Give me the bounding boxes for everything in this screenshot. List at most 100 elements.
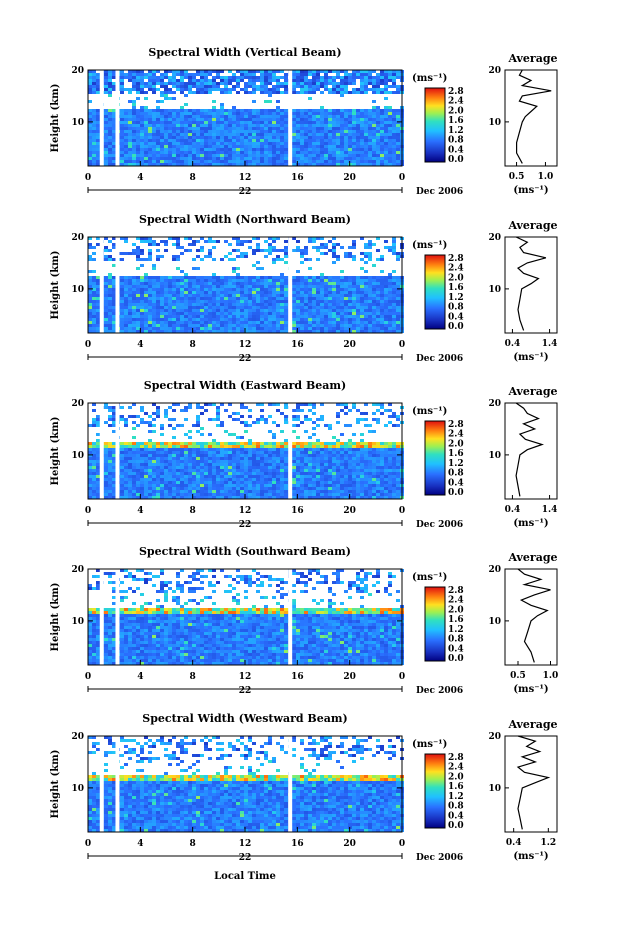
- heatmap-cell: [220, 136, 224, 139]
- heatmap-cell: [308, 321, 312, 324]
- heatmap-cell: [332, 127, 336, 130]
- heatmap-cell: [180, 163, 184, 166]
- heatmap-cell: [232, 303, 236, 306]
- heatmap-cell: [348, 124, 352, 127]
- heatmap-cell: [200, 291, 204, 294]
- heatmap-cell: [212, 487, 216, 490]
- heatmap-cell: [220, 285, 224, 288]
- heatmap-cell: [392, 321, 396, 324]
- heatmap-cell: [164, 309, 168, 312]
- heatmap-cell: [96, 109, 100, 112]
- heatmap-cell: [140, 315, 144, 318]
- heatmap-cell: [328, 139, 332, 142]
- heatmap-cell: [148, 282, 152, 285]
- heatmap-cell: [172, 448, 176, 451]
- heatmap-cell: [96, 454, 100, 457]
- heatmap-cell: [136, 496, 140, 499]
- heatmap-cell: [172, 487, 176, 490]
- heatmap-cell: [256, 133, 260, 136]
- heatmap-cell: [220, 288, 224, 291]
- heatmap-cell: [260, 70, 264, 73]
- heatmap-cell: [260, 249, 264, 252]
- heatmap-cell: [312, 163, 316, 166]
- heatmap-cell: [136, 276, 140, 279]
- heatmap-cell: [324, 112, 328, 115]
- heatmap-cell: [184, 279, 188, 282]
- heatmap-cell: [312, 303, 316, 306]
- heatmap-cell: [132, 481, 136, 484]
- heatmap-cell: [128, 127, 132, 130]
- heatmap-cell: [348, 79, 352, 82]
- heatmap-cell: [348, 309, 352, 312]
- heatmap-cell: [360, 306, 364, 309]
- heatmap-cell: [248, 115, 252, 118]
- heatmap-cell: [248, 487, 252, 490]
- heatmap-cell: [204, 73, 208, 76]
- heatmap-cell: [188, 148, 192, 151]
- heatmap-cell: [176, 448, 180, 451]
- heatmap-cell: [224, 306, 228, 309]
- heatmap-cell: [236, 457, 240, 460]
- heatmap-cell: [164, 478, 168, 481]
- heatmap-cell: [196, 124, 200, 127]
- heatmap-cell: [364, 163, 368, 166]
- heatmap-cell: [396, 330, 400, 333]
- heatmap-cell: [260, 282, 264, 285]
- heatmap-cell: [216, 294, 220, 297]
- heatmap-cell: [284, 297, 288, 300]
- heatmap-cell: [384, 118, 388, 121]
- heatmap-cell: [232, 321, 236, 324]
- heatmap-cell: [144, 85, 148, 88]
- heatmap-cell: [144, 124, 148, 127]
- heatmap-cell: [132, 82, 136, 85]
- heatmap-cell: [340, 157, 344, 160]
- heatmap-cell: [276, 303, 280, 306]
- heatmap-cell: [360, 112, 364, 115]
- heatmap-cell: [152, 469, 156, 472]
- heatmap-cell: [224, 148, 228, 151]
- heatmap-cell: [320, 246, 324, 249]
- heatmap-cell: [244, 300, 248, 303]
- heatmap-cell: [184, 406, 188, 409]
- heatmap-cell: [196, 127, 200, 130]
- heatmap-cell: [104, 448, 108, 451]
- heatmap-cell: [200, 454, 204, 457]
- heatmap-cell: [128, 496, 132, 499]
- heatmap-cell: [252, 145, 256, 148]
- heatmap-cell: [180, 88, 184, 91]
- heatmap-cell: [348, 121, 352, 124]
- heatmap-cell: [348, 291, 352, 294]
- heatmap-cell: [92, 466, 96, 469]
- heatmap-cell: [120, 136, 124, 139]
- heatmap-cell: [188, 130, 192, 133]
- heatmap-cell: [304, 136, 308, 139]
- heatmap-cell: [320, 300, 324, 303]
- heatmap-cell: [232, 133, 236, 136]
- heatmap-cell: [96, 285, 100, 288]
- heatmap-cell: [128, 487, 132, 490]
- heatmap-cell: [300, 142, 304, 145]
- heatmap-cell: [256, 154, 260, 157]
- heatmap-cell: [208, 151, 212, 154]
- heatmap-cell: [200, 148, 204, 151]
- heatmap-cell: [236, 255, 240, 258]
- profile-y-tick-label: 20: [488, 233, 501, 243]
- heatmap-cell: [272, 306, 276, 309]
- heatmap-cell: [340, 318, 344, 321]
- heatmap-cell: [280, 121, 284, 124]
- heatmap-cell: [132, 427, 136, 430]
- heatmap-cell: [324, 285, 328, 288]
- heatmap-cell: [144, 297, 148, 300]
- heatmap-cell: [272, 258, 276, 261]
- heatmap-cell: [364, 261, 368, 264]
- heatmap-cell: [176, 457, 180, 460]
- heatmap-cell: [264, 151, 268, 154]
- heatmap-cell: [112, 418, 116, 421]
- heatmap-cell: [124, 124, 128, 127]
- heatmap-cell: [308, 318, 312, 321]
- heatmap-cell: [224, 318, 228, 321]
- heatmap-cell: [324, 88, 328, 91]
- heatmap-cell: [180, 148, 184, 151]
- heatmap-cell: [188, 276, 192, 279]
- heatmap-cell: [180, 463, 184, 466]
